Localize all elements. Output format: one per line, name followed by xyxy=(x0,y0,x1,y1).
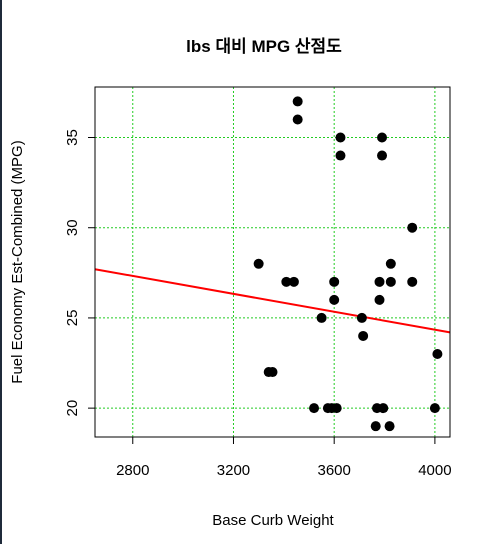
data-point xyxy=(267,367,278,378)
points-layer xyxy=(253,96,443,432)
x-axis: 2800 3200 3600 4000 xyxy=(116,436,452,479)
data-point xyxy=(407,276,418,287)
x-tick-label: 3200 xyxy=(217,462,250,479)
data-point xyxy=(377,132,388,143)
data-point xyxy=(329,294,340,305)
data-point xyxy=(281,276,292,287)
data-point xyxy=(292,114,303,125)
data-point xyxy=(329,276,340,287)
x-tick-label: 3600 xyxy=(317,462,350,479)
y-tick-label: 20 xyxy=(64,400,81,417)
data-point xyxy=(385,276,396,287)
data-point xyxy=(378,403,389,414)
y-axis-label: Fuel Economy Est-Combined (MPG) xyxy=(9,140,26,383)
data-point xyxy=(377,150,388,161)
plot-area-border xyxy=(94,86,451,438)
data-point xyxy=(429,403,440,414)
data-point xyxy=(316,312,327,323)
data-point xyxy=(292,96,303,107)
data-point xyxy=(356,312,367,323)
data-point xyxy=(374,276,385,287)
data-point xyxy=(384,421,395,432)
y-tick-label: 35 xyxy=(64,129,81,146)
x-tick-label: 4000 xyxy=(418,462,451,479)
data-point xyxy=(309,403,320,414)
data-point xyxy=(335,132,346,143)
data-point xyxy=(331,403,342,414)
data-point xyxy=(374,294,385,305)
chart-title: lbs 대비 MPG 산점도 xyxy=(186,37,342,56)
data-point xyxy=(335,150,346,161)
y-tick-label: 25 xyxy=(64,310,81,327)
regression-line xyxy=(94,268,451,334)
y-axis: 20 25 30 35 xyxy=(64,129,96,417)
x-tick-label: 2800 xyxy=(116,462,149,479)
y-tick-label: 30 xyxy=(64,219,81,236)
grid-layer xyxy=(95,87,450,437)
x-axis-label: Base Curb Weight xyxy=(212,512,334,529)
data-point xyxy=(432,349,443,360)
data-point xyxy=(385,258,396,269)
data-point xyxy=(407,222,418,233)
data-point xyxy=(253,258,264,269)
data-point xyxy=(358,330,369,341)
data-point xyxy=(370,421,381,432)
window-left-edge xyxy=(0,0,2,544)
data-point xyxy=(288,276,299,287)
